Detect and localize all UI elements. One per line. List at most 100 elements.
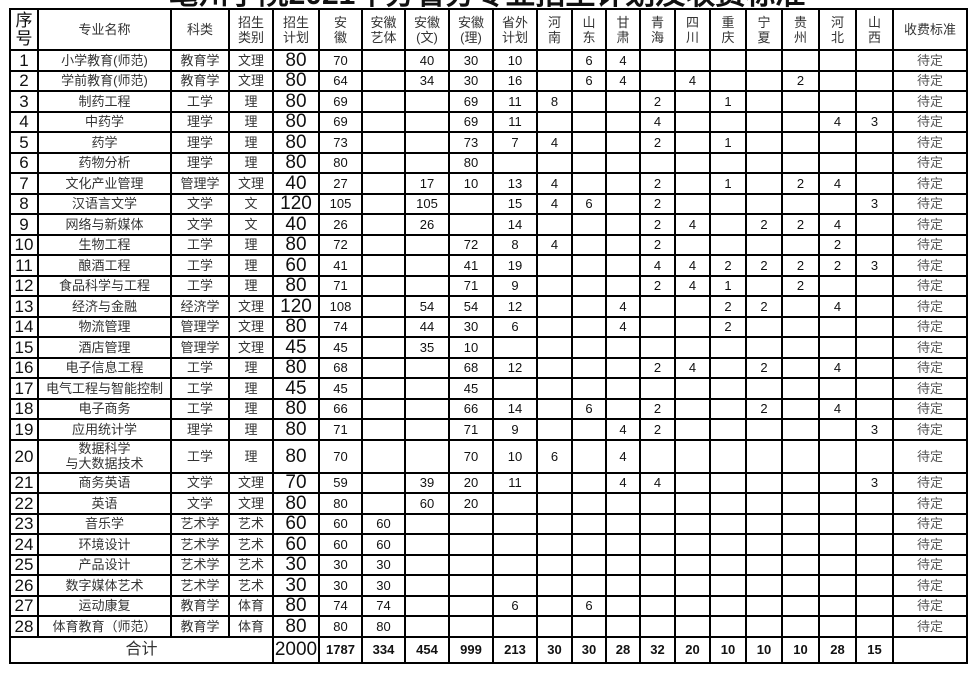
table-cell: 80 bbox=[272, 233, 320, 256]
table-cell: 7 bbox=[492, 131, 538, 154]
table-cell bbox=[404, 131, 450, 154]
table-cell bbox=[709, 377, 747, 400]
table-cell bbox=[361, 397, 406, 420]
column-header: 山 东 bbox=[571, 8, 607, 51]
table-cell: 待定 bbox=[892, 533, 968, 556]
table-cell bbox=[709, 151, 747, 174]
table-cell bbox=[745, 553, 783, 576]
table-cell bbox=[361, 336, 406, 359]
table-cell bbox=[709, 49, 747, 72]
table-cell: 2 bbox=[639, 233, 676, 256]
table-cell: 文理 bbox=[228, 295, 274, 318]
table-cell: 4 bbox=[605, 49, 641, 72]
table-cell bbox=[818, 315, 857, 338]
column-header: 招生 计划 bbox=[272, 8, 320, 51]
table-cell bbox=[536, 110, 573, 133]
table-cell: 数据科学 与大数据技术 bbox=[37, 438, 172, 474]
table-cell bbox=[571, 356, 607, 379]
table-row: 27 运动康复 教育学 体育 80 74 74 6 6 待定 bbox=[9, 594, 968, 617]
table-cell: 2 bbox=[781, 172, 820, 195]
table-cell bbox=[605, 397, 641, 420]
enrollment-plan-table: 序 号专业名称 科类 招生 类别 招生 计划安 徽安徽 艺体 安徽 (文) 安徽 (理) 省… bbox=[9, 8, 968, 664]
table-header-row: 序 号专业名称 科类 招生 类别 招生 计划安 徽安徽 艺体 安徽 (文) 安徽 (理) 省… bbox=[9, 8, 968, 51]
table-cell bbox=[674, 397, 711, 420]
table-cell: 网络与新媒体 bbox=[37, 213, 172, 236]
table-cell bbox=[745, 110, 783, 133]
total-cell: 2000 bbox=[272, 635, 320, 664]
table-cell bbox=[571, 533, 607, 556]
table-cell: 艺术 bbox=[228, 533, 274, 556]
table-cell: 理 bbox=[228, 254, 274, 277]
table-cell bbox=[674, 110, 711, 133]
table-cell: 28 bbox=[9, 615, 39, 638]
table-cell bbox=[709, 110, 747, 133]
table-cell: 25 bbox=[9, 553, 39, 576]
table-cell bbox=[639, 438, 676, 474]
table-cell bbox=[855, 90, 894, 113]
table-cell: 待定 bbox=[892, 438, 968, 474]
table-cell: 文理 bbox=[228, 336, 274, 359]
table-cell: 54 bbox=[448, 295, 494, 318]
total-cell: 10 bbox=[709, 635, 747, 664]
table-cell: 文 bbox=[228, 213, 274, 236]
table-cell: 2 bbox=[709, 315, 747, 338]
table-cell: 68 bbox=[318, 356, 363, 379]
table-cell: 理 bbox=[228, 110, 274, 133]
table-cell bbox=[781, 397, 820, 420]
table-cell: 69 bbox=[448, 110, 494, 133]
table-cell: 40 bbox=[404, 49, 450, 72]
table-cell: 20 bbox=[448, 471, 494, 494]
table-cell bbox=[571, 471, 607, 494]
table-cell: 待定 bbox=[892, 553, 968, 576]
table-cell: 4 bbox=[536, 192, 573, 215]
table-cell: 34 bbox=[404, 69, 450, 92]
table-cell: 5 bbox=[9, 131, 39, 154]
table-cell bbox=[571, 131, 607, 154]
table-cell: 16 bbox=[492, 69, 538, 92]
table-cell bbox=[492, 533, 538, 556]
column-header: 河 南 bbox=[536, 8, 573, 51]
table-cell: 体育 bbox=[228, 594, 274, 617]
table-cell bbox=[639, 151, 676, 174]
table-cell bbox=[492, 377, 538, 400]
column-header: 序 号 bbox=[9, 8, 39, 51]
table-cell bbox=[361, 295, 406, 318]
table-cell: 80 bbox=[272, 492, 320, 515]
table-cell bbox=[674, 418, 711, 441]
table-cell bbox=[536, 471, 573, 494]
table-cell: 60 bbox=[272, 533, 320, 556]
table-cell: 待定 bbox=[892, 254, 968, 277]
table-cell bbox=[639, 512, 676, 535]
table-cell bbox=[709, 397, 747, 420]
table-row: 26 数字媒体艺术 艺术学 艺术 30 30 30 待定 bbox=[9, 574, 968, 597]
table-cell bbox=[745, 233, 783, 256]
table-cell: 12 bbox=[9, 274, 39, 297]
total-cell: 30 bbox=[571, 635, 607, 664]
table-cell: 工学 bbox=[170, 233, 230, 256]
table-cell bbox=[361, 471, 406, 494]
table-cell: 30 bbox=[361, 553, 406, 576]
table-cell: 39 bbox=[404, 471, 450, 494]
table-cell: 4 bbox=[674, 254, 711, 277]
table-cell bbox=[818, 274, 857, 297]
table-cell: 艺术 bbox=[228, 574, 274, 597]
table-cell: 45 bbox=[318, 377, 363, 400]
table-cell: 73 bbox=[318, 131, 363, 154]
table-cell bbox=[492, 512, 538, 535]
table-cell: 1 bbox=[709, 90, 747, 113]
table-cell bbox=[855, 172, 894, 195]
table-cell: 待定 bbox=[892, 213, 968, 236]
table-row: 15 酒店管理 管理学 文理 45 45 35 10 待定 bbox=[9, 336, 968, 359]
table-cell: 2 bbox=[818, 254, 857, 277]
table-cell bbox=[605, 192, 641, 215]
table-cell bbox=[745, 438, 783, 474]
table-cell: 工学 bbox=[170, 254, 230, 277]
table-cell bbox=[855, 315, 894, 338]
table-cell: 11 bbox=[492, 471, 538, 494]
table-cell bbox=[855, 69, 894, 92]
table-cell bbox=[536, 49, 573, 72]
table-cell: 45 bbox=[318, 336, 363, 359]
table-cell bbox=[745, 594, 783, 617]
table-cell: 制药工程 bbox=[37, 90, 172, 113]
table-cell bbox=[781, 192, 820, 215]
